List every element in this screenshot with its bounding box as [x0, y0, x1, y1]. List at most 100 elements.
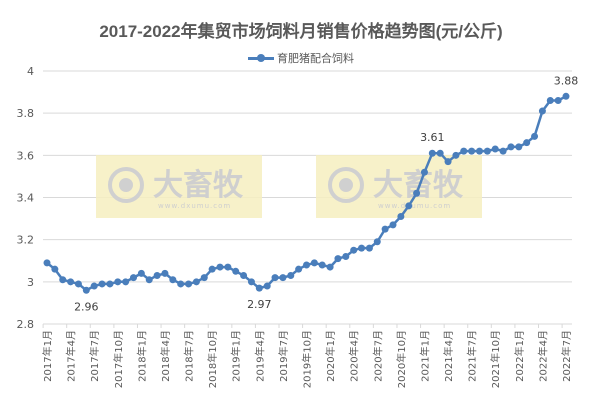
x-tick-label: 2020年10月 [395, 330, 408, 388]
data-point [232, 267, 240, 275]
data-point [122, 278, 130, 286]
data-point [554, 97, 562, 105]
data-point [452, 151, 460, 159]
data-point [389, 221, 397, 229]
data-point [82, 286, 90, 294]
watermark-logo-icon [328, 167, 364, 203]
data-point [185, 280, 193, 288]
data-point [326, 263, 334, 271]
data-point [358, 244, 366, 252]
data-point [538, 107, 546, 115]
data-point [483, 147, 491, 155]
x-tick-label: 2018年4月 [159, 330, 172, 382]
legend-label: 育肥猪配合饲料 [277, 52, 354, 65]
x-tick-label: 2018年10月 [206, 330, 219, 388]
data-point [90, 282, 98, 290]
data-point [381, 225, 389, 233]
watermark-url: www.dxumu.com [158, 202, 231, 210]
data-point [491, 145, 499, 153]
data-point [59, 276, 67, 284]
data-point [342, 253, 350, 261]
data-point [523, 139, 531, 147]
x-tick-label: 2020年1月 [324, 330, 337, 382]
chart-legend: 育肥猪配合饲料 [0, 50, 602, 66]
x-tick-label: 2019年10月 [301, 330, 314, 388]
x-tick-label: 2022年1月 [513, 330, 526, 382]
data-label: 3.88 [554, 74, 579, 87]
data-point [295, 265, 303, 273]
data-point [303, 261, 310, 269]
x-tick-label: 2019年7月 [277, 330, 290, 382]
data-point [405, 202, 413, 210]
data-point [310, 259, 318, 267]
data-point [476, 147, 483, 155]
y-tick-label: 3.6 [17, 149, 35, 162]
data-point [365, 244, 373, 252]
data-point [460, 147, 468, 155]
data-point [413, 189, 421, 197]
data-point [562, 92, 570, 100]
data-point [98, 280, 106, 288]
y-tick-label: 3 [27, 276, 34, 289]
x-tick-label: 2021年7月 [466, 330, 479, 382]
data-point [114, 278, 122, 286]
x-tick-label: 2020年7月 [371, 330, 384, 382]
data-point [420, 168, 428, 176]
data-point [271, 274, 279, 282]
data-point [397, 212, 405, 220]
x-tick-label: 2022年7月 [560, 330, 573, 382]
x-tick-label: 2017年10月 [112, 330, 125, 388]
data-point [137, 269, 145, 277]
x-tick-label: 2019年1月 [230, 330, 243, 382]
data-point [161, 269, 169, 277]
data-point [318, 261, 326, 269]
data-point [208, 265, 216, 273]
data-point [350, 246, 358, 254]
x-tick-label: 2022年4月 [536, 330, 549, 382]
data-point [468, 147, 476, 155]
data-point [51, 265, 59, 273]
data-point [499, 147, 507, 155]
legend-line-marker-icon [248, 53, 274, 62]
data-label: 2.96 [74, 300, 99, 313]
x-tick-label: 2020年4月 [348, 330, 361, 382]
data-point [145, 276, 153, 284]
x-tick-label: 2018年7月 [183, 330, 196, 382]
data-point [531, 132, 539, 140]
data-point [130, 274, 137, 282]
data-point [287, 272, 295, 280]
data-point [436, 149, 444, 157]
data-point [263, 282, 271, 290]
y-tick-label: 4 [27, 65, 34, 78]
y-tick-label: 2.8 [17, 318, 35, 331]
y-tick-label: 3.8 [17, 107, 35, 120]
data-point [106, 280, 114, 288]
data-point [334, 255, 342, 263]
x-tick-label: 2018年1月 [135, 330, 148, 382]
x-tick-label: 2021年4月 [442, 330, 455, 382]
data-point [444, 158, 452, 166]
data-point [74, 280, 82, 288]
data-point [515, 143, 523, 151]
data-point [255, 284, 263, 292]
data-point [177, 280, 185, 288]
data-point [240, 272, 248, 280]
data-point [216, 263, 224, 271]
x-tick-label: 2019年4月 [253, 330, 266, 382]
data-point [169, 276, 177, 284]
data-point [153, 272, 161, 280]
watermark-brand: 大畜牧 [153, 168, 244, 203]
data-point [224, 263, 232, 271]
data-point [43, 259, 51, 267]
data-point [373, 238, 381, 246]
data-point [192, 278, 200, 286]
data-label: 2.97 [247, 298, 272, 311]
x-tick-label: 2017年4月 [65, 330, 78, 382]
data-point [279, 274, 287, 282]
watermark-logo-icon [108, 167, 144, 203]
data-point [428, 149, 436, 157]
x-tick-label: 2021年1月 [418, 330, 431, 382]
